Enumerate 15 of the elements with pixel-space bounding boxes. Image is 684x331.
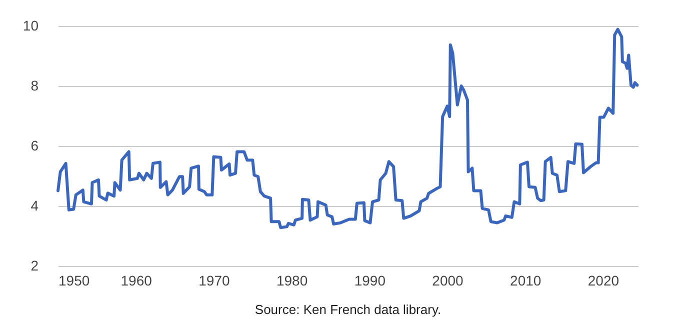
x-tick-label: 1950 — [58, 272, 90, 288]
x-tick-label: 2010 — [510, 272, 542, 288]
x-tick-label: 2020 — [588, 272, 620, 288]
x-tick-label: 1970 — [198, 272, 230, 288]
y-tick-label: 8 — [30, 78, 39, 94]
source-note: Source: Ken French data library. — [254, 302, 442, 317]
x-tick-label: 1980 — [276, 272, 308, 288]
x-tick-label: 1990 — [354, 272, 386, 288]
line-series — [56, 28, 639, 230]
y-tick-label: 10 — [22, 18, 39, 34]
y-tick-label: 2 — [30, 258, 39, 274]
x-tick-label: 1960 — [120, 272, 152, 288]
y-tick-label: 6 — [30, 138, 39, 154]
x-tick-label: 2000 — [432, 272, 464, 288]
y-tick-label: 4 — [30, 198, 39, 214]
